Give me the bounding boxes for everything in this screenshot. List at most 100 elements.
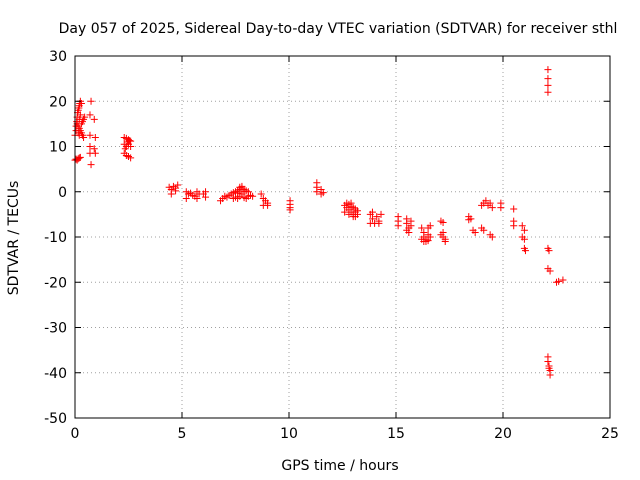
data-point	[426, 233, 434, 241]
data-point	[126, 137, 134, 145]
data-point	[182, 195, 190, 203]
data-point	[520, 226, 528, 234]
data-point	[465, 216, 473, 224]
data-point	[546, 267, 554, 275]
data-point	[407, 222, 415, 230]
data-point	[91, 133, 99, 141]
data-point	[351, 213, 359, 221]
data-point	[286, 206, 294, 214]
data-point	[366, 219, 374, 227]
data-point	[249, 192, 257, 200]
y-tick-label: -10	[44, 230, 67, 246]
data-point	[121, 145, 129, 153]
data-point	[87, 161, 95, 169]
data-point	[202, 193, 210, 201]
y-tick-label: -40	[44, 366, 67, 382]
data-point	[488, 204, 496, 212]
data-point	[167, 190, 175, 198]
data-point	[80, 133, 88, 141]
data-point	[437, 231, 445, 239]
data-point	[264, 201, 272, 209]
data-point	[403, 219, 411, 227]
data-point	[439, 219, 447, 227]
y-tick-label: -30	[44, 321, 67, 337]
data-point	[75, 115, 83, 123]
data-point	[368, 208, 376, 216]
data-point	[86, 143, 94, 150]
y-tick-label: -50	[44, 411, 67, 427]
data-point	[420, 238, 428, 246]
data-point	[238, 182, 246, 190]
data-point	[518, 222, 526, 230]
data-point	[544, 88, 552, 96]
y-tick-label: 10	[49, 140, 67, 156]
data-point	[555, 277, 563, 285]
y-tick-label: 20	[49, 94, 67, 110]
x-axis-label: GPS time / hours	[281, 458, 398, 474]
x-tick-label: 10	[280, 426, 298, 442]
data-point	[480, 226, 488, 234]
data-point	[77, 100, 85, 108]
data-point	[345, 210, 353, 218]
data-point	[544, 75, 552, 83]
data-point	[234, 189, 242, 197]
data-point	[377, 210, 385, 218]
data-point	[81, 113, 89, 121]
x-tick-label: 5	[178, 426, 187, 442]
data-points	[71, 66, 567, 379]
data-point	[127, 143, 135, 150]
data-point	[418, 224, 426, 232]
data-point	[441, 238, 449, 246]
data-point	[559, 276, 567, 284]
data-point	[172, 184, 180, 192]
data-point	[76, 153, 84, 161]
data-point	[544, 81, 552, 89]
data-point	[488, 233, 496, 241]
data-point	[76, 111, 84, 119]
data-point	[90, 145, 98, 153]
data-point	[510, 222, 518, 230]
data-point	[521, 247, 529, 255]
data-point	[313, 188, 321, 196]
data-point	[405, 228, 413, 236]
data-point	[520, 235, 528, 243]
data-point	[424, 237, 432, 245]
data-point	[373, 213, 381, 221]
data-point	[375, 219, 383, 227]
data-point	[229, 195, 237, 203]
data-point	[91, 149, 99, 157]
data-point	[257, 190, 265, 198]
y-axis-label: SDTVAR / TECUs	[6, 181, 22, 296]
data-point	[193, 195, 201, 203]
axis-ticks: 0 5 10 15 20 25 -50 -40 -30 -20 -10 0 10 20 30	[44, 49, 619, 442]
x-tick-label: 20	[494, 426, 512, 442]
y-tick-label: -20	[44, 275, 67, 291]
data-point	[347, 199, 355, 207]
y-tick-label: 0	[58, 185, 67, 201]
data-point	[368, 215, 376, 223]
data-point	[86, 131, 94, 139]
data-point	[497, 204, 505, 212]
data-point	[86, 111, 94, 119]
data-point	[240, 188, 248, 196]
x-tick-label: 15	[387, 426, 405, 442]
data-point	[484, 201, 492, 209]
data-point	[127, 154, 135, 162]
data-point	[87, 97, 95, 105]
y-tick-label: 30	[49, 49, 67, 65]
data-point	[341, 208, 349, 216]
data-point	[546, 371, 554, 379]
data-point	[394, 222, 402, 230]
data-point	[544, 357, 552, 365]
chart-title: Day 057 of 2025, Sidereal Day-to-day VTE…	[59, 21, 618, 37]
data-point	[90, 115, 98, 123]
grid	[75, 56, 610, 418]
x-tick-label: 25	[601, 426, 619, 442]
data-point	[471, 228, 479, 236]
data-point	[319, 189, 327, 197]
data-point	[482, 197, 490, 205]
data-point	[545, 247, 553, 255]
x-tick-label: 0	[71, 426, 80, 442]
data-point	[510, 205, 518, 213]
